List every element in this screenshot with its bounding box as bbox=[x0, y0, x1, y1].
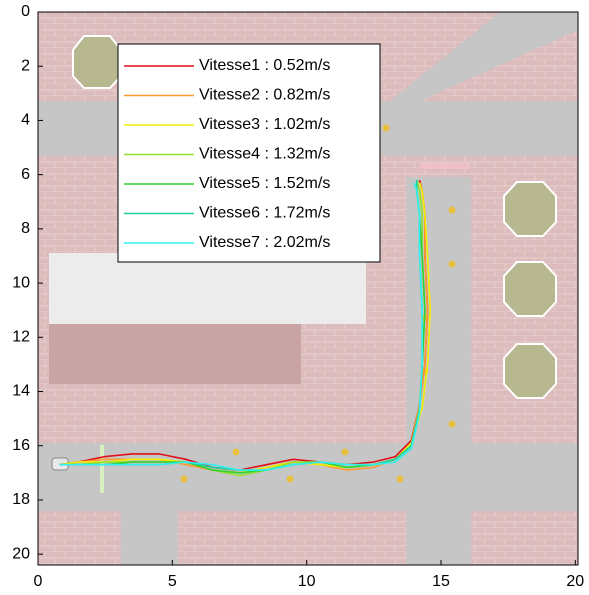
legend-label: Vitesse4 : 1.32m/s bbox=[199, 146, 330, 163]
y-tick-label: 10 bbox=[12, 274, 30, 291]
trajectory bbox=[59, 180, 426, 474]
legend-box bbox=[117, 43, 381, 263]
y-tick-label: 8 bbox=[21, 220, 30, 237]
y-tick-label: 4 bbox=[21, 112, 30, 129]
y-tick-label: 12 bbox=[12, 329, 30, 346]
y-tick-label: 20 bbox=[12, 545, 30, 562]
legend-label: Vitesse5 : 1.52m/s bbox=[199, 175, 330, 192]
legend-label: Vitesse2 : 0.82m/s bbox=[199, 87, 330, 104]
legend-label: Vitesse6 : 1.72m/s bbox=[199, 205, 330, 222]
legend-label: Vitesse1 : 0.52m/s bbox=[199, 57, 330, 74]
plot-frame bbox=[37, 11, 579, 566]
legend: Vitesse1 : 0.52m/s Vitesse2 : 0.82m/s Vite… bbox=[117, 43, 381, 263]
x-tick-label: 20 bbox=[566, 573, 584, 590]
legend-label: Vitesse3 : 1.02m/s bbox=[199, 116, 330, 133]
legend-label: Vitesse7 : 2.02m/s bbox=[199, 234, 330, 251]
trajectory bbox=[59, 182, 432, 474]
y-tick-label: 18 bbox=[12, 491, 30, 508]
x-tick-label: 15 bbox=[432, 573, 450, 590]
x-tick-label: 10 bbox=[298, 573, 316, 590]
y-tick-label: 0 bbox=[21, 3, 30, 20]
y-tick-label: 2 bbox=[21, 57, 30, 74]
y-tick-label: 14 bbox=[12, 383, 30, 400]
trajectories bbox=[59, 179, 432, 477]
y-tick-label: 6 bbox=[21, 166, 30, 183]
x-tick-label: 0 bbox=[34, 573, 43, 590]
trajectory bbox=[59, 182, 424, 471]
x-tick-label: 5 bbox=[168, 573, 177, 590]
y-tick-label: 16 bbox=[12, 437, 30, 454]
